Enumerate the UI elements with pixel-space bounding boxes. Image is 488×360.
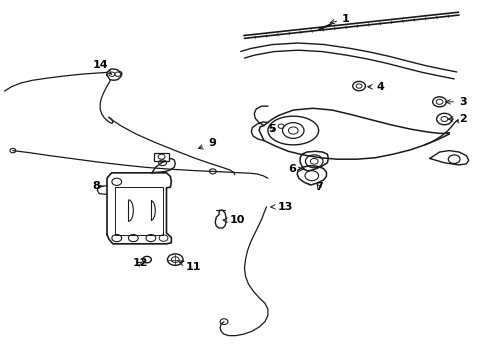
Text: 4: 4 [367,82,383,92]
Text: 9: 9 [198,139,215,149]
Text: 7: 7 [315,182,322,192]
Text: 1: 1 [329,14,349,24]
Text: 8: 8 [92,181,102,192]
Text: 6: 6 [288,164,302,174]
FancyBboxPatch shape [154,153,168,161]
Text: 14: 14 [92,59,111,74]
Text: 11: 11 [179,261,201,272]
Text: 3: 3 [445,97,466,107]
Text: 2: 2 [447,114,466,124]
Text: 5: 5 [267,124,275,134]
Text: 12: 12 [132,258,147,268]
Text: 13: 13 [270,202,292,212]
Text: 10: 10 [223,215,245,225]
